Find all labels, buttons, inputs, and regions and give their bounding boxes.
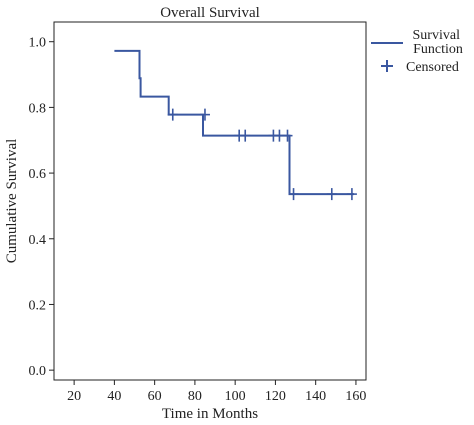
y-axis-label: Cumulative Survival [4,139,20,264]
chart-title: Overall Survival [160,5,260,21]
x-tick-label: 100 [225,389,246,404]
plot-frame [53,21,367,381]
censored-marker [326,188,337,201]
censored-marker [167,108,178,121]
censored-marker [240,129,251,142]
survival-function-line [114,49,354,196]
legend: Survival Function Censored [371,28,463,75]
censored-marker [282,129,293,142]
x-tick-label: 60 [148,389,162,404]
y-axis: 0.0 0.2 0.4 0.6 0.8 1.0 [29,36,54,379]
x-tick-label: 80 [188,389,202,404]
legend-label-survival: Survival Function [413,28,464,57]
y-tick-label: 0.0 [29,364,47,379]
x-tick-label: 20 [67,389,81,404]
censored-marker [346,188,357,201]
legend-censored-marker [381,60,393,72]
y-tick-label: 0.6 [29,167,47,182]
y-tick-label: 0.8 [29,101,47,116]
x-tick-label: 40 [107,389,121,404]
y-tick-label: 1.0 [29,36,47,51]
legend-label-censored: Censored [406,60,459,75]
censored-marker [199,108,210,121]
y-tick-label: 0.2 [29,298,47,313]
x-tick-label: 140 [305,389,326,404]
x-tick-label: 120 [265,389,286,404]
x-axis: 20 40 60 80 100 120 140 160 [67,380,366,404]
x-tick-label: 160 [345,389,366,404]
x-axis-label: Time in Months [162,406,258,422]
series-layer [114,49,357,201]
censored-marker [288,188,299,201]
y-tick-label: 0.4 [29,233,47,248]
